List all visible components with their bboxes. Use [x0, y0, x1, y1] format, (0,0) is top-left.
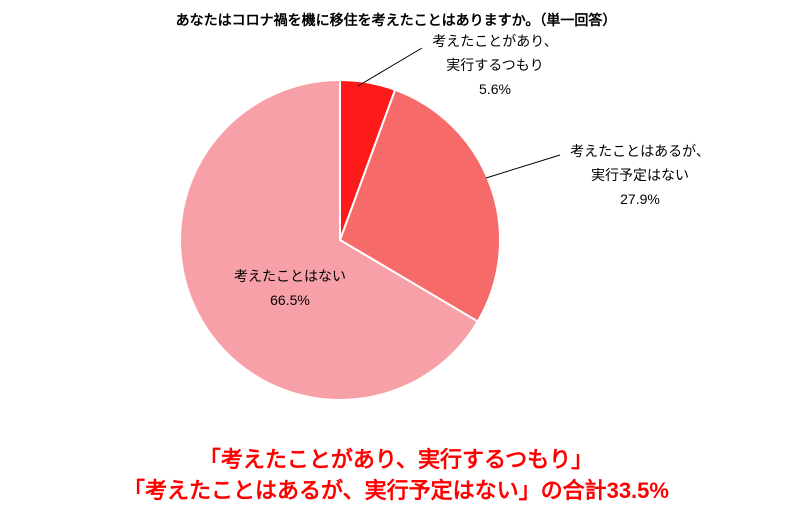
label-noplan-pct: 27.9%	[545, 188, 735, 212]
pie-chart	[180, 80, 500, 400]
summary-line1: 「考えたことがあり、実行するつもり」	[0, 445, 792, 476]
chart-title: あなたはコロナ禍を機に移住を考えたことはありますか。（単一回答）	[0, 10, 792, 30]
label-never: 考えたことはない 66.5%	[215, 265, 365, 313]
label-noplan-line2: 実行予定はない	[545, 164, 735, 188]
label-plan-to-act: 考えたことがあり、 実行するつもり 5.6%	[405, 30, 585, 101]
label-never-pct: 66.5%	[215, 289, 365, 313]
summary-line2: 「考えたことはあるが、実行予定はない」の合計33.5%	[0, 476, 792, 507]
label-noplan-line1: 考えたことはあるが、	[545, 140, 735, 164]
label-no-plan: 考えたことはあるが、 実行予定はない 27.9%	[545, 140, 735, 211]
label-plan-line1: 考えたことがあり、	[405, 30, 585, 54]
label-never-line1: 考えたことはない	[215, 265, 365, 289]
summary-text: 「考えたことがあり、実行するつもり」 「考えたことはあるが、実行予定はない」の合…	[0, 445, 792, 507]
label-plan-line2: 実行するつもり	[405, 54, 585, 78]
label-plan-pct: 5.6%	[405, 78, 585, 102]
